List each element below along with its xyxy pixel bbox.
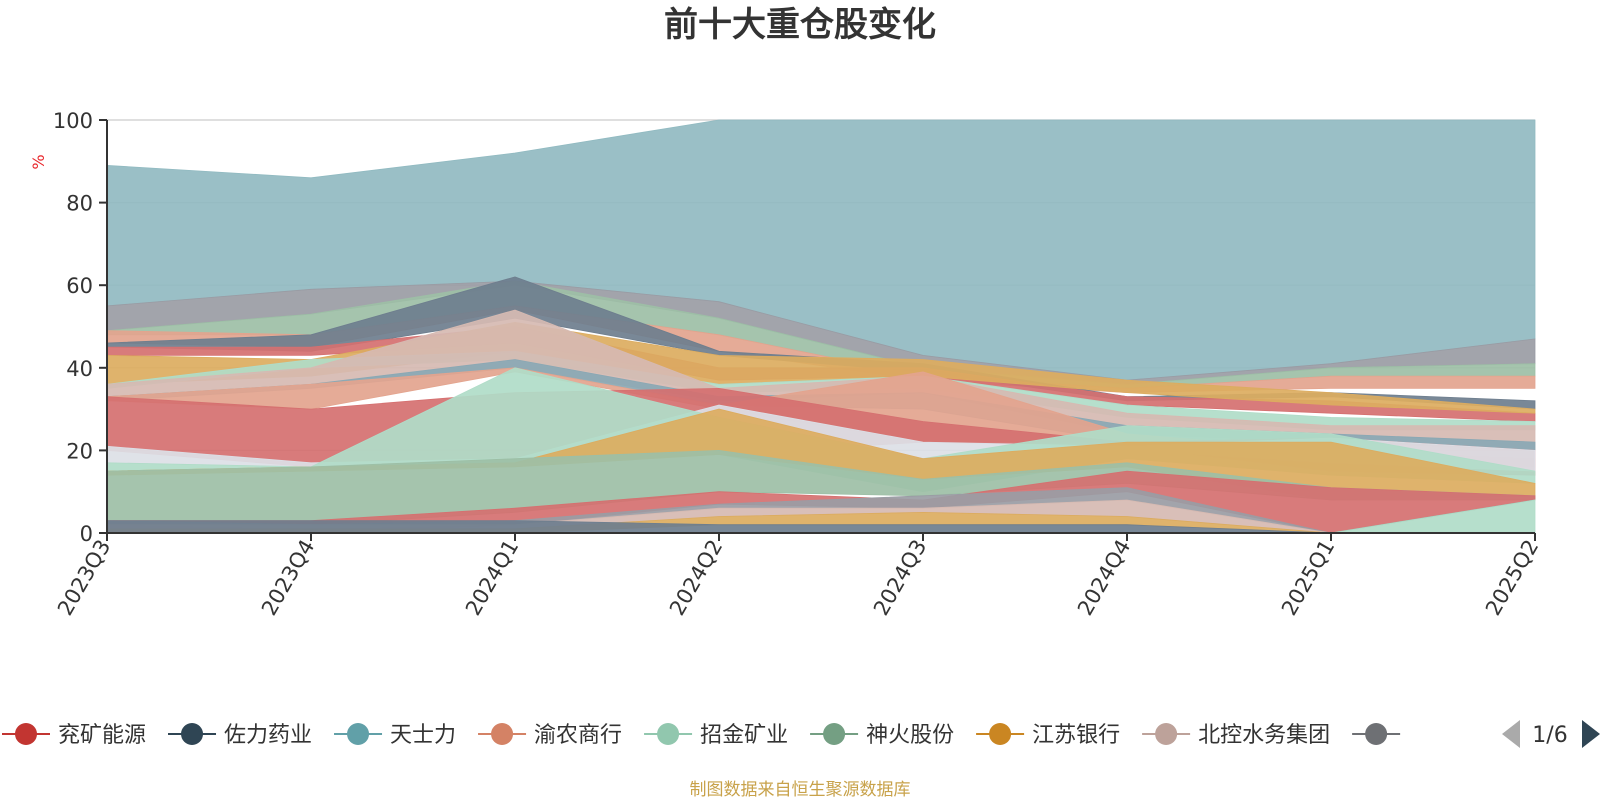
x-tick-label: 2024Q4	[1073, 536, 1135, 620]
legend-marker	[657, 723, 680, 745]
legend-label: 渝农商行	[534, 723, 622, 748]
legend-marker	[823, 723, 846, 745]
x-tick-label: 2024Q3	[869, 536, 931, 620]
legend-marker	[491, 723, 514, 745]
legend-next-icon[interactable]	[1582, 720, 1600, 748]
x-tick-label: 2024Q1	[461, 536, 523, 620]
legend-pager: 1/6	[1502, 720, 1600, 748]
legend-item[interactable]: 江苏银行	[976, 723, 1120, 748]
legend: 兖矿能源 佐力药业 天士力 渝农商行 招金矿业 神火股份 江苏银行 北控水务集团	[2, 723, 1401, 748]
legend-item[interactable]: 招金矿业	[644, 723, 788, 748]
legend-label: 江苏银行	[1032, 723, 1120, 748]
y-tick-label: 40	[66, 357, 93, 381]
legend-marker	[1365, 723, 1388, 745]
legend-marker	[181, 723, 204, 745]
y-tick-label: 60	[66, 274, 93, 298]
x-tick-label: 2024Q2	[665, 536, 727, 620]
legend-marker	[1155, 723, 1178, 745]
legend-item[interactable]: 北控水务集团	[1142, 723, 1330, 748]
legend-label: 佐力药业	[224, 723, 312, 748]
legend-item[interactable]: 兖矿能源	[2, 723, 146, 748]
x-tick-label: 2025Q1	[1277, 536, 1339, 620]
y-axis-unit: %	[29, 154, 48, 169]
legend-item[interactable]: 渝农商行	[478, 723, 622, 748]
legend-page-indicator: 1/6	[1532, 723, 1567, 748]
y-tick-label: 80	[66, 192, 93, 216]
x-tick-label: 2023Q3	[53, 536, 115, 620]
legend-label: 兖矿能源	[58, 723, 146, 748]
y-tick-label: 20	[66, 439, 93, 463]
legend-label: 招金矿业	[700, 723, 788, 748]
y-axis-ticks: 0 20 40 60 80 100	[53, 109, 107, 546]
data-source-note: 制图数据来自恒生聚源数据库	[690, 780, 911, 800]
axes	[106, 120, 1535, 534]
legend-label: 天士力	[390, 723, 456, 748]
y-tick-label: 100	[53, 109, 93, 133]
x-tick-label: 2023Q4	[257, 536, 319, 620]
x-axis-ticks: 2023Q3 2023Q4 2024Q1 2024Q2 2024Q3 2024Q4 2025…	[53, 533, 1543, 620]
legend-item[interactable]: 神火股份	[810, 723, 954, 748]
legend-prev-icon[interactable]	[1502, 720, 1520, 748]
legend-item[interactable]	[1352, 723, 1401, 745]
legend-label: 神火股份	[866, 723, 954, 748]
legend-marker	[989, 723, 1012, 745]
legend-label: 北控水务集团	[1198, 723, 1330, 748]
legend-marker	[15, 723, 37, 745]
legend-item[interactable]: 天士力	[334, 723, 456, 748]
area-series	[106, 119, 1536, 534]
chart-title: 前十大重仓股变化	[664, 5, 936, 45]
x-tick-label: 2025Q2	[1481, 536, 1543, 620]
y-tick-label: 0	[80, 522, 93, 546]
legend-marker	[347, 723, 370, 745]
legend-item[interactable]: 佐力药业	[168, 723, 312, 748]
